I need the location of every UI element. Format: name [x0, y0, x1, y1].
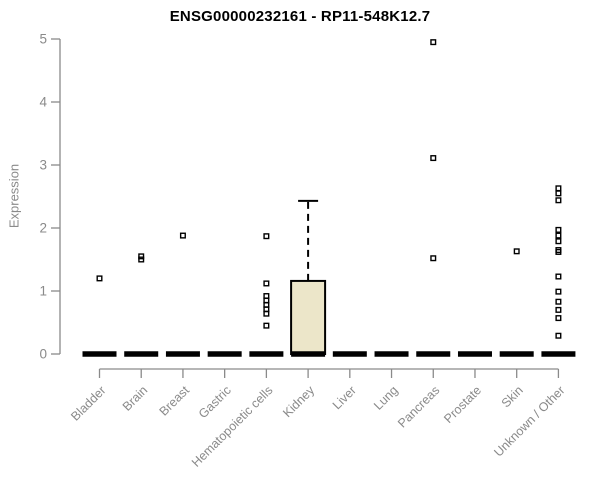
outlier-point — [555, 315, 562, 322]
median-bar — [291, 351, 326, 357]
outlier-point — [555, 185, 562, 192]
outlier-point — [555, 298, 562, 305]
median-bar — [332, 351, 367, 357]
box-body — [290, 279, 327, 356]
y-tick-label: 2 — [39, 221, 47, 236]
x-tick-label: Lung — [371, 383, 401, 413]
y-tick-label: 5 — [39, 32, 47, 47]
y-tick-label: 0 — [39, 347, 47, 362]
median-bar — [249, 351, 284, 357]
outlier-point — [430, 155, 437, 162]
x-tick-label: Unknown / Other — [491, 383, 567, 459]
chart-title: ENSG00000232161 - RP11-548K12.7 — [169, 8, 431, 25]
outlier-point — [555, 197, 562, 204]
x-tick-label: Prostate — [441, 383, 484, 426]
y-tick-label: 3 — [39, 158, 47, 173]
median-bar — [541, 351, 576, 357]
outlier-point — [555, 273, 562, 280]
outlier-point — [555, 190, 562, 197]
x-tick-label: Bladder — [68, 383, 108, 423]
median-bar — [207, 351, 242, 357]
outlier-point — [555, 288, 562, 295]
median-bar — [165, 351, 200, 357]
outlier-point — [430, 39, 437, 46]
x-tick-label: Pancreas — [395, 383, 442, 430]
outlier-point — [96, 275, 103, 282]
x-tick-label: Gastric — [196, 383, 234, 421]
y-tick-label: 1 — [39, 284, 47, 299]
x-tick-label: Breast — [157, 383, 193, 419]
median-bar — [124, 351, 159, 357]
outlier-point — [555, 306, 562, 313]
outlier-point — [138, 256, 145, 263]
outlier-point — [138, 253, 145, 260]
outlier-point — [555, 238, 562, 245]
x-tick-label: Liver — [330, 383, 359, 412]
outlier-point — [179, 232, 186, 239]
outlier-point — [263, 280, 270, 287]
outlier-point — [513, 248, 520, 255]
median-bar — [416, 351, 451, 357]
median-bar — [499, 351, 534, 357]
outlier-point — [555, 248, 562, 255]
x-tick-label: Hematopoietic cells — [189, 383, 276, 470]
outlier-point — [555, 226, 562, 233]
outlier-point — [263, 310, 270, 317]
median-bar — [82, 351, 117, 357]
x-tick-label: Skin — [499, 383, 526, 410]
outlier-point — [263, 322, 270, 329]
outlier-point — [555, 232, 562, 239]
outlier-point — [555, 332, 562, 339]
outlier-point — [263, 233, 270, 240]
x-tick-label: Brain — [120, 383, 151, 414]
median-bar — [374, 351, 409, 357]
median-bar — [457, 351, 492, 357]
outlier-point — [430, 255, 437, 262]
x-tick-label: Kidney — [280, 383, 317, 420]
y-tick-label: 4 — [39, 95, 47, 110]
